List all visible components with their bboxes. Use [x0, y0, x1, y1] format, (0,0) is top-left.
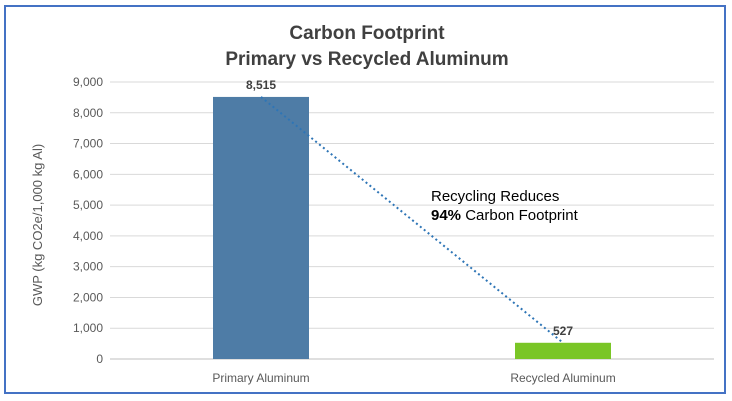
bar-primary-aluminum	[213, 96, 309, 360]
chart-frame: Carbon Footprint Primary vs Recycled Alu…	[4, 5, 726, 394]
category-labels: Primary Aluminum Recycled Aluminum	[212, 371, 615, 385]
y-tick-label: 2,000	[73, 290, 103, 304]
y-tick-label: 8,000	[73, 106, 103, 120]
annotation-line1: Recycling Reduces	[431, 188, 559, 205]
chart-svg: Carbon Footprint Primary vs Recycled Alu…	[30, 23, 714, 385]
category-label: Primary Aluminum	[212, 371, 309, 385]
data-label: 527	[553, 324, 573, 338]
bar-recycled-aluminum	[515, 342, 611, 359]
y-tick-label: 9,000	[73, 75, 103, 89]
y-tick-label: 3,000	[73, 260, 103, 274]
y-axis-label: GWP (kg CO2e/1,000 kg Al)	[30, 144, 45, 306]
annotation-line2-rest: Carbon Footprint	[461, 207, 579, 224]
chart-title: Carbon Footprint	[289, 23, 445, 44]
y-tick-label: 0	[96, 352, 103, 366]
gridlines	[110, 81, 714, 360]
annotation-percent: 94%	[431, 207, 461, 224]
data-label: 8,515	[246, 78, 276, 92]
bars	[213, 96, 611, 360]
y-tick-label: 5,000	[73, 198, 103, 212]
data-labels: 8,515 527	[246, 78, 573, 338]
y-tick-label: 4,000	[73, 229, 103, 243]
y-axis-ticks: 0 1,000 2,000 3,000 4,000 5,000 6,000 7,000 8,00…	[73, 75, 103, 366]
chart-subtitle: Primary vs Recycled Aluminum	[225, 49, 508, 70]
y-tick-label: 7,000	[73, 137, 103, 151]
y-tick-label: 6,000	[73, 167, 103, 181]
y-tick-label: 1,000	[73, 321, 103, 335]
annotation-line2: 94% Carbon Footprint	[431, 207, 579, 224]
category-label: Recycled Aluminum	[510, 371, 615, 385]
